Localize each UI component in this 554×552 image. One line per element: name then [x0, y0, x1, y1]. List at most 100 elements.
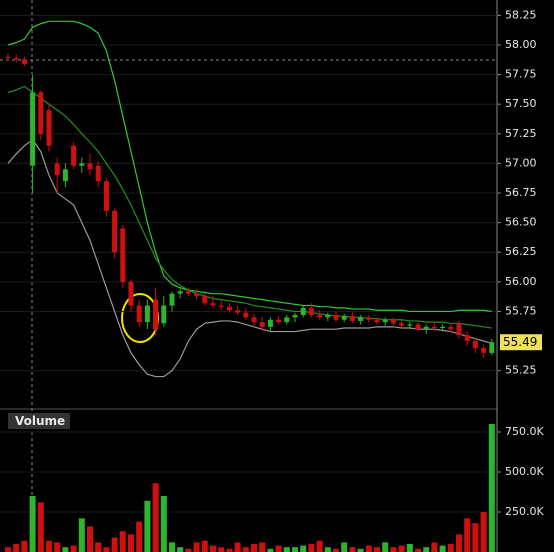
volume-bar — [169, 542, 175, 552]
volume-bar — [423, 547, 430, 552]
volume-bar — [259, 542, 266, 552]
y-tick-label: 750.0K — [505, 425, 544, 438]
volume-bar — [365, 545, 372, 552]
volume-bar — [283, 547, 290, 552]
candle-body — [218, 305, 224, 307]
y-tick-label: 57.00 — [505, 156, 537, 169]
candle-body — [79, 163, 85, 166]
candle-body — [251, 317, 257, 323]
volume-bar — [193, 542, 200, 552]
volume-bar — [374, 547, 380, 552]
candle-body — [202, 296, 208, 304]
volume-bar — [349, 547, 356, 552]
candle-body — [407, 324, 413, 326]
volume-bar — [21, 540, 28, 552]
volume-bar — [439, 545, 446, 552]
last-price-label: 55.49 — [503, 335, 537, 349]
candle-body — [481, 348, 487, 353]
candle-body — [21, 59, 27, 64]
candle-body — [456, 323, 462, 336]
volume-bar — [480, 512, 487, 552]
candle-body — [128, 281, 134, 306]
volume-bar — [324, 547, 331, 552]
y-tick-label: 57.25 — [505, 127, 537, 140]
volume-bar — [464, 518, 471, 552]
candle-body — [38, 92, 44, 134]
candle-body — [226, 306, 232, 311]
candle-body — [358, 317, 364, 321]
volume-bar — [300, 545, 307, 552]
candle-body — [13, 58, 19, 60]
candle-body — [472, 341, 478, 349]
volume-bar — [357, 548, 364, 552]
volume-bar — [275, 545, 282, 552]
volume-bar — [251, 544, 257, 552]
band-line — [7, 85, 492, 329]
y-tick-label: 500.0K — [505, 465, 544, 478]
candle-body — [440, 326, 446, 329]
candle-body — [431, 326, 437, 329]
y-tick-label: 56.25 — [505, 245, 537, 258]
volume-bar — [292, 547, 298, 552]
candle-body — [308, 307, 314, 315]
volume-bar — [242, 547, 249, 552]
candle-body — [87, 163, 93, 170]
y-tick-label: 58.25 — [505, 8, 537, 21]
candle-body — [267, 319, 273, 327]
candle-body — [120, 228, 126, 282]
volume-bar — [29, 496, 36, 552]
volume-bar — [382, 542, 389, 552]
volume-bar — [431, 542, 438, 552]
volume-bar — [267, 548, 274, 552]
volume-bar — [54, 542, 61, 552]
candle-body — [374, 319, 380, 323]
volume-bar — [78, 518, 85, 552]
volume-bar — [488, 424, 495, 552]
volume-bar — [37, 502, 44, 552]
volume-bar — [144, 500, 151, 552]
candle-body — [54, 163, 60, 176]
volume-bar — [333, 548, 339, 552]
volume-bar — [46, 540, 52, 552]
y-tick-label: 56.75 — [505, 186, 537, 199]
volume-bar — [218, 547, 225, 552]
volume-bar — [398, 545, 405, 552]
volume-bar — [341, 542, 348, 552]
candle-body — [103, 181, 109, 211]
volume-bar — [406, 544, 413, 552]
candle-body — [243, 312, 249, 318]
volume-bar — [160, 496, 167, 552]
volume-bar — [62, 547, 69, 552]
candle-body — [161, 305, 167, 324]
volume-bar — [152, 483, 159, 552]
y-tick-label: 57.75 — [505, 68, 537, 81]
last-price-box — [500, 334, 542, 351]
y-tick-label: 55.75 — [505, 304, 537, 317]
volume-bar — [234, 542, 241, 552]
candle-body — [366, 317, 372, 320]
volume-bar — [210, 545, 216, 552]
volume-bar — [456, 534, 462, 552]
candle-body — [136, 305, 142, 323]
candle-body — [112, 210, 118, 253]
y-tick-label: 56.00 — [505, 275, 537, 288]
candle-body — [464, 335, 470, 342]
candle-body — [144, 305, 150, 323]
volume-bar — [415, 548, 421, 552]
candle-body — [415, 324, 421, 330]
volume-bar — [111, 537, 118, 552]
candle-body — [30, 92, 36, 166]
candle-body — [284, 317, 290, 323]
candle-body — [5, 56, 11, 59]
candle-body — [235, 310, 241, 313]
candle-body — [325, 315, 331, 318]
y-tick-label: 55.25 — [505, 364, 537, 377]
volume-title: Volume — [15, 414, 65, 428]
candle-body — [448, 326, 454, 330]
volume-bar — [472, 523, 479, 552]
plot: 58.25 58.00 57.75 57.50 57.25 57.00 56.75 56.50… — [0, 8, 544, 552]
y-tick-label: 58.00 — [505, 38, 537, 51]
volume-bar — [95, 542, 102, 552]
candle-body — [62, 169, 68, 182]
